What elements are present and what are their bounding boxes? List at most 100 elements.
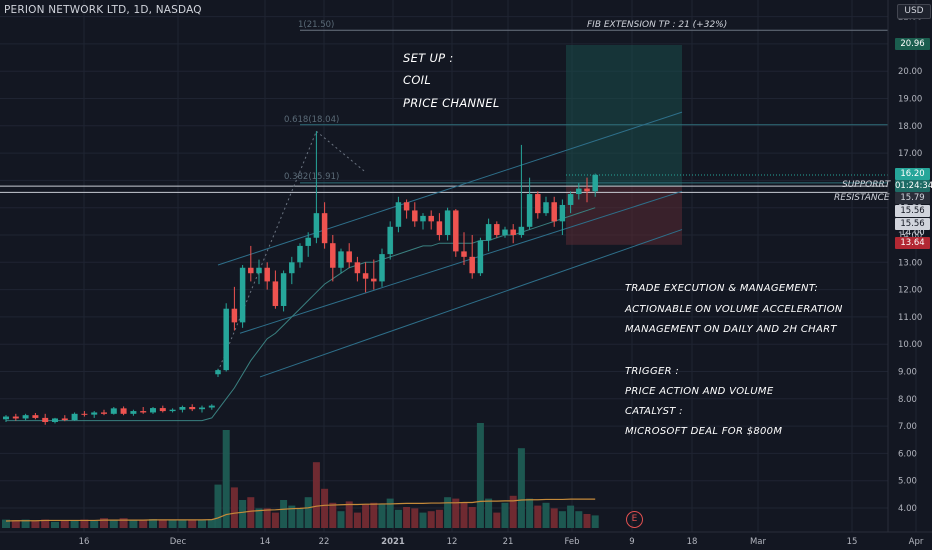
candle xyxy=(208,404,215,410)
candle xyxy=(420,213,426,230)
candle-body xyxy=(518,226,525,235)
candle-body xyxy=(248,267,254,274)
y-axis: 4.00 5.00 6.00 7.00 8.00 9.00 10.00 11.00 12.00 1… xyxy=(887,0,922,532)
candle xyxy=(412,202,418,227)
x-tick-label: Apr xyxy=(909,537,924,547)
candle-body xyxy=(444,210,451,235)
candle-body xyxy=(159,408,166,412)
channel-lower xyxy=(259,229,683,378)
volume-bar xyxy=(158,519,167,528)
volume-bar xyxy=(476,423,484,528)
candle-body xyxy=(543,202,549,214)
candle xyxy=(101,409,107,416)
volume-bar xyxy=(353,512,361,528)
candle-body xyxy=(208,405,215,408)
exec-title: TRADE EXECUTION & MANAGEMENT: xyxy=(625,283,818,294)
volume-bar xyxy=(517,448,525,528)
y-tick-label: 14.00 xyxy=(898,231,922,241)
candle xyxy=(338,248,344,274)
candle xyxy=(289,256,295,285)
candle-body xyxy=(189,406,196,410)
volume-bar xyxy=(70,520,79,528)
volume-bar xyxy=(386,498,394,528)
x-tick-label: Mar xyxy=(750,537,767,547)
channel-middle xyxy=(239,190,683,334)
candle xyxy=(362,262,369,293)
candle xyxy=(61,415,68,422)
candle-body xyxy=(592,174,598,192)
loss-zone xyxy=(566,186,682,245)
resistance-label: RESISTANCE xyxy=(834,193,890,203)
volume-bar xyxy=(583,514,591,528)
earnings-icon[interactable]: E xyxy=(626,511,643,528)
candle-body xyxy=(179,406,186,410)
candle xyxy=(485,218,492,252)
candle-body xyxy=(169,409,176,412)
currency-label[interactable]: USD xyxy=(897,4,931,19)
volume-bar xyxy=(288,505,296,528)
y-tick-label: 6.00 xyxy=(898,449,917,459)
candle-body xyxy=(559,204,566,222)
catalyst-title: CATALYST : xyxy=(625,406,683,417)
volume-ma xyxy=(5,498,596,522)
exec-management: MANAGEMENT ON DAILY AND 2H CHART xyxy=(625,324,837,335)
candle xyxy=(584,177,590,203)
candle xyxy=(444,207,451,241)
candle xyxy=(313,131,320,244)
candle-body xyxy=(32,415,39,418)
candle-body xyxy=(239,267,246,323)
volume-bar xyxy=(271,512,279,528)
candle xyxy=(387,221,393,260)
candle-body xyxy=(199,407,205,410)
candle xyxy=(199,405,205,413)
y-tick-label: 10.00 xyxy=(898,340,922,350)
candle-body xyxy=(280,273,287,306)
candle xyxy=(179,405,186,413)
candle-body xyxy=(371,278,377,282)
candle xyxy=(22,413,29,421)
candle xyxy=(371,259,377,290)
volume-bar xyxy=(247,497,255,528)
candle-body xyxy=(215,370,221,375)
candle-body xyxy=(395,202,402,227)
candle xyxy=(297,243,303,268)
symbol-header: PERION NETWORK LTD, 1D, NASDAQ xyxy=(4,4,202,16)
support-price-tag: 15.79 xyxy=(895,192,930,204)
volume-bar xyxy=(468,507,476,528)
stop-level-tag: 14.00 xyxy=(900,228,925,238)
price-ma xyxy=(6,207,596,422)
candle xyxy=(120,406,127,416)
fib-0618-label: 0.618(18.04) xyxy=(284,115,340,125)
volume-bar xyxy=(222,430,230,528)
candle xyxy=(71,412,78,421)
candle xyxy=(264,262,270,290)
candle-body xyxy=(61,418,68,421)
candle xyxy=(169,408,176,413)
candle xyxy=(436,213,443,241)
volume-bar xyxy=(129,520,138,528)
y-tick-label: 20.00 xyxy=(898,67,922,77)
volume-bar xyxy=(149,519,157,528)
candle-body xyxy=(71,413,78,421)
candle xyxy=(223,303,229,372)
candle-body xyxy=(150,408,156,413)
candle-body xyxy=(551,202,557,222)
candle-body xyxy=(420,215,426,222)
volume-bar xyxy=(280,500,288,528)
volume-bar xyxy=(558,511,566,528)
candle xyxy=(215,368,221,377)
candle xyxy=(52,417,58,424)
volume-bar xyxy=(60,521,69,528)
candle xyxy=(81,411,88,417)
volume-bar xyxy=(255,508,263,528)
candle-body xyxy=(264,267,270,282)
support-label: SUPPORRT xyxy=(842,180,891,190)
fib-trend-line xyxy=(316,130,366,173)
volume-bar xyxy=(178,519,187,528)
candle xyxy=(559,199,566,235)
volume-bar xyxy=(493,512,501,528)
y-tick-label: 12.00 xyxy=(898,286,922,296)
volume-bar xyxy=(100,518,108,528)
candle-body xyxy=(469,256,475,274)
